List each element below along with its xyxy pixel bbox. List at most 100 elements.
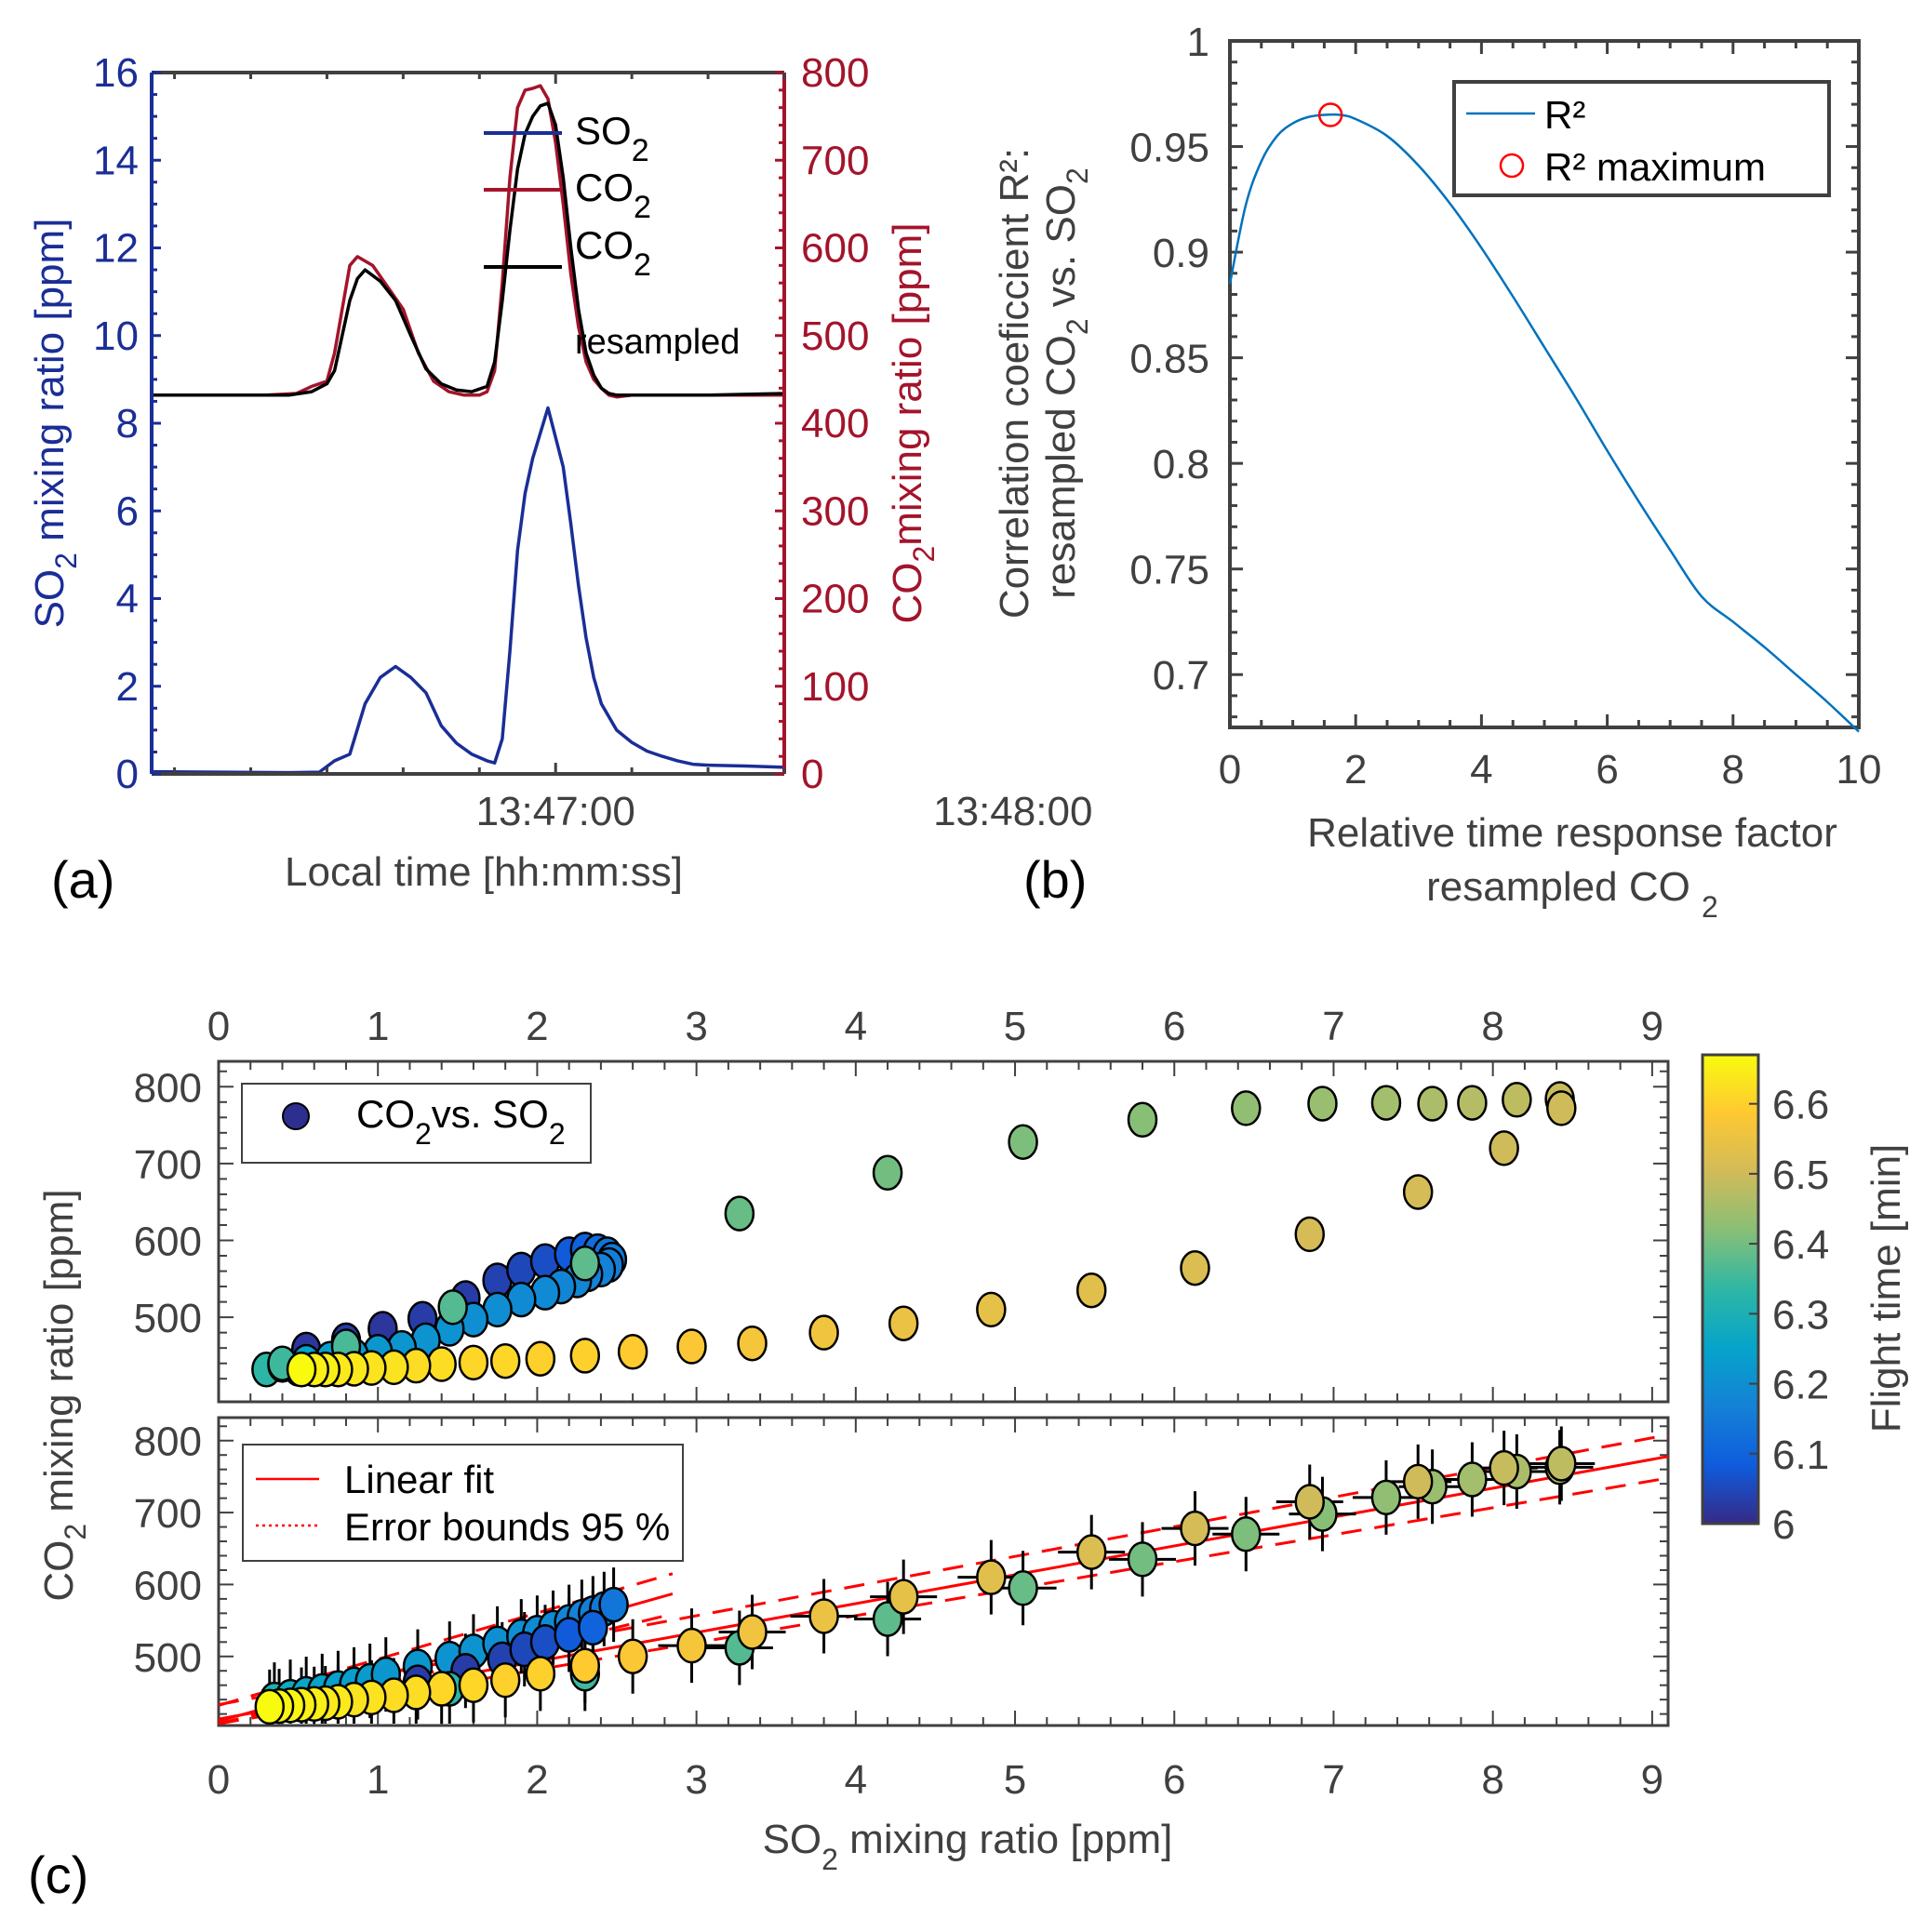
panel-c-data-point xyxy=(1008,1124,1038,1160)
panel-c-data-point xyxy=(598,1586,629,1623)
panel-c-data-point xyxy=(1294,1484,1326,1520)
panel-c-ytick-label: 500 xyxy=(134,1296,202,1341)
panel-c-data-point xyxy=(976,1559,1007,1595)
panel-b-xtick-label: 4 xyxy=(1470,747,1492,793)
panel-c-data-point xyxy=(1489,1449,1519,1486)
panel-c-xtick-top-label: 3 xyxy=(685,1004,707,1049)
panel-c-data-point xyxy=(525,1656,556,1692)
panel-b-ytick-label: 0.85 xyxy=(1129,337,1209,382)
panel-b-ytick-label: 0.75 xyxy=(1129,548,1209,593)
panel-c-data-point xyxy=(458,1667,489,1703)
panel-c-xtick-label: 8 xyxy=(1481,1757,1503,1803)
panel-a-ytick-right-label: 200 xyxy=(801,577,869,622)
panel-c-data-point xyxy=(676,1328,707,1365)
panel-c-top-legend: CO2vs. SO2 xyxy=(241,1083,592,1164)
panel-c-top-legend-box xyxy=(241,1083,592,1164)
panel-c-data-point xyxy=(1370,1479,1402,1516)
panel-c-data-point xyxy=(1294,1216,1326,1253)
panel-b-ytick-label: 1 xyxy=(1187,20,1209,65)
panel-a-ytick-left-label: 10 xyxy=(93,313,139,359)
panel-c-xtick-label: 4 xyxy=(845,1757,867,1803)
panel-b-ticks: 0 2 4 6 8 10 0.7 0.75 0.8 0.85 0.9 0.95 1 xyxy=(1129,20,1881,793)
panel-a-ytick-right-label: 400 xyxy=(801,401,869,446)
panel-c-data-point xyxy=(578,1609,608,1646)
panel-a-ytick-left-label: 16 xyxy=(93,50,139,96)
ylabel-right-main: CO xyxy=(885,563,930,624)
panel-c-xtick-label: 9 xyxy=(1641,1757,1663,1803)
panel-c-xtick-top-label: 4 xyxy=(845,1004,867,1049)
panel-c-data-point xyxy=(1180,1249,1210,1286)
panel-c-data-point xyxy=(1402,1174,1434,1210)
panel-c-xtick-top-label: 0 xyxy=(207,1004,230,1049)
panel-c-xtick-label: 5 xyxy=(1004,1757,1026,1803)
panel-c-top-points xyxy=(251,1081,1577,1388)
panel-c-xtick-top-label: 1 xyxy=(367,1004,389,1049)
panel-c-ytick-label: 600 xyxy=(134,1563,202,1608)
panel-c-data-point xyxy=(569,1338,601,1374)
panel-c-data-point xyxy=(976,1291,1007,1328)
panel-a-ytick-left-label: 14 xyxy=(93,138,139,183)
legend-entry-co2: CO2 xyxy=(575,166,651,225)
colorbar-tick-label: 6.1 xyxy=(1772,1432,1829,1478)
panel-a-ylabel-left: SO2 mixing ratio [ppm] xyxy=(27,219,83,629)
panel-a-co2-resampled-line xyxy=(152,101,786,397)
panel-c-data-point xyxy=(458,1344,489,1381)
panel-c-data-point xyxy=(1231,1516,1262,1552)
panel-c-bottom-legend-box xyxy=(242,1444,684,1562)
panel-c-data-point xyxy=(617,1638,648,1675)
panel-a-xlabel: Local time [hh:mm:ss] xyxy=(285,849,683,895)
panel-c-data-point xyxy=(525,1340,556,1377)
panel-a-ytick-right-label: 300 xyxy=(801,488,869,534)
ylabel-left-sub: 2 xyxy=(49,553,83,569)
panel-a-xtick-label: 13:47:00 xyxy=(476,789,635,834)
panel-c-data-point xyxy=(426,1346,457,1382)
panel-a-ytick-right-label: 700 xyxy=(801,138,869,183)
panel-c-data-point xyxy=(724,1195,755,1232)
panel-c-ytick-label: 700 xyxy=(134,1142,202,1188)
panel-b-xtick-label: 2 xyxy=(1344,747,1367,793)
panel-a-ticks: 0 2 4 6 8 10 12 14 16 0 100 200 300 400 500 600 700 800 13… xyxy=(93,50,1092,834)
panel-b-xtick-label: 6 xyxy=(1596,747,1618,793)
colorbar-tick-label: 6.3 xyxy=(1772,1292,1829,1338)
panel-c-label: (c) xyxy=(28,1845,88,1904)
panel-c-data-point xyxy=(1008,1570,1038,1606)
colorbar-tick-label: 6.4 xyxy=(1772,1222,1829,1268)
panel-b-legend: R² R² maximum xyxy=(1452,80,1831,197)
legend-entry-so2: SO2 xyxy=(575,109,649,168)
panel-c-xtick-label: 0 xyxy=(207,1757,230,1803)
panel-a-xtick-label: 13:48:00 xyxy=(933,789,1092,834)
panel-a-axes xyxy=(150,71,786,776)
panel-a-ytick-right-label: 0 xyxy=(801,752,823,797)
ylabel-left-main: SO xyxy=(27,569,73,629)
panel-a-ytick-right-label: 600 xyxy=(801,226,869,272)
panel-c-top-axes-box xyxy=(217,1059,1670,1404)
panel-a-ytick-right-label: 500 xyxy=(801,313,869,359)
panel-c-data-point xyxy=(888,1305,919,1341)
panel-c-xlabel: SO2 mixing ratio [ppm] xyxy=(763,1817,1173,1876)
panel-c-data-point xyxy=(569,1647,601,1685)
panel-c-data-point xyxy=(808,1598,839,1634)
panel-b-ytick-label: 0.8 xyxy=(1153,442,1209,487)
panel-c-data-point xyxy=(1417,1086,1448,1122)
legend-entry-r2: R² xyxy=(1544,93,1585,137)
panel-c-xtick-label: 3 xyxy=(685,1757,707,1803)
legend-swatch-co2-vs-so2 xyxy=(282,1102,310,1130)
panel-c-data-point xyxy=(872,1154,903,1192)
panel-c-ytick-label: 800 xyxy=(134,1065,202,1111)
panel-a-label: (a) xyxy=(51,850,114,909)
panel-c-data-point xyxy=(676,1627,707,1664)
legend-entry-co2-resampled-extra: resampled xyxy=(575,323,740,362)
panel-b-xtick-label: 10 xyxy=(1836,747,1882,793)
panel-c-ticks: 0 1 2 3 4 5 6 7 8 9 0 1 2 3 4 5 6 7 8 9 500 600 700 800 500 600 70… xyxy=(134,1004,1668,1803)
legend-entry-r2-maximum: R² maximum xyxy=(1544,145,1766,189)
panel-c-bottom-legend: Linear fit Error bounds 95 % xyxy=(242,1444,684,1562)
panel-a-ylabel-right: CO2mixing ratio [ppm] xyxy=(885,222,941,623)
panel-c-data-point xyxy=(286,1352,317,1388)
legend-entry-co2-vs-so2: CO2vs. SO2 xyxy=(356,1092,566,1151)
legend-swatch-r2-maximum xyxy=(1499,153,1525,179)
panel-b-label: (b) xyxy=(1023,850,1087,909)
panel-c-ytick-label: 500 xyxy=(134,1635,202,1681)
panel-c-bottom-axes-box xyxy=(217,1416,1670,1727)
panel-c: 0 1 2 3 4 5 6 7 8 9 0 1 2 3 4 5 6 7 8 9 500 600 700 800 500 600 70… xyxy=(28,1004,1909,1904)
panel-b-xlabel-line2: resampled CO 2 xyxy=(1426,864,1718,924)
